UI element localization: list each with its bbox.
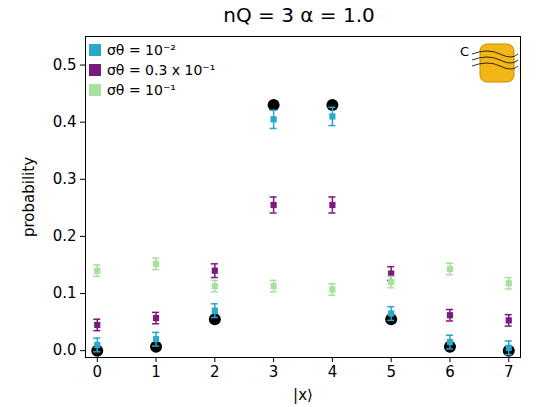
- svg-text:0.3: 0.3: [53, 170, 77, 188]
- svg-text:3: 3: [269, 363, 279, 381]
- svg-text:0.1: 0.1: [53, 284, 77, 302]
- svg-text:0.5: 0.5: [53, 56, 77, 74]
- svg-text:0: 0: [92, 363, 102, 381]
- svg-text:1: 1: [151, 363, 161, 381]
- svg-text:0.4: 0.4: [53, 113, 77, 131]
- svg-text:4: 4: [328, 363, 338, 381]
- svg-text:7: 7: [504, 363, 514, 381]
- html-text:nQ = 3 α = 1.0: nQ = 3 α = 1.0: [223, 3, 375, 27]
- html-text:σθ = 0.3 x 10⁻¹: σθ = 0.3 x 10⁻¹: [107, 62, 216, 78]
- html-text:σθ = 10⁻¹: σθ = 10⁻¹: [107, 82, 176, 98]
- html-text:σθ = 10⁻²: σθ = 10⁻²: [107, 42, 176, 58]
- svg-text:0.2: 0.2: [53, 227, 77, 245]
- svg-text:2: 2: [210, 363, 220, 381]
- svg-text:|x⟩: |x⟩: [293, 386, 313, 404]
- svg-text:probability: probability: [20, 157, 38, 237]
- svg-text:5: 5: [386, 363, 396, 381]
- svg-text:0.0: 0.0: [53, 341, 77, 359]
- svg-text:C: C: [460, 44, 469, 59]
- svg-text:6: 6: [445, 363, 455, 381]
